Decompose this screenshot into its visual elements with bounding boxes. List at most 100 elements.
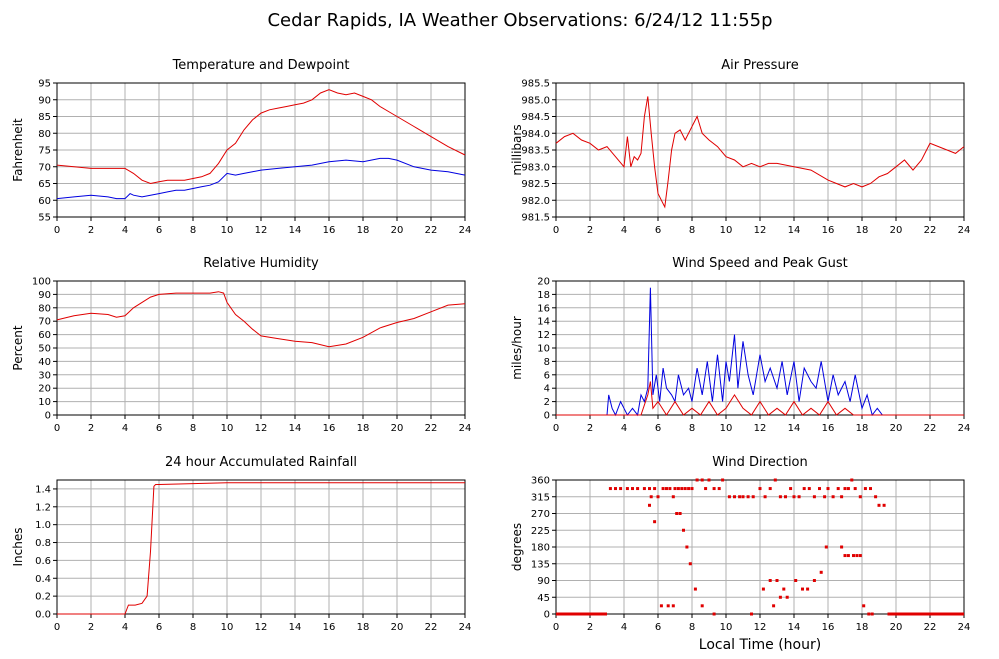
data-point — [750, 612, 753, 616]
data-point — [789, 487, 793, 491]
data-point — [778, 595, 782, 599]
data-point — [773, 478, 777, 482]
data-point — [855, 554, 859, 558]
series-line-red — [555, 96, 965, 209]
data-point — [807, 487, 811, 491]
y-tick-label: 100 — [32, 277, 51, 288]
y-tick-label: 95 — [38, 79, 51, 90]
x-tick-label: 24 — [958, 622, 971, 633]
x-tick-label: 0 — [553, 423, 559, 434]
y-tick-label: 80 — [38, 303, 51, 314]
x-tick-label: 14 — [289, 225, 302, 236]
y-tick-label: 90 — [38, 290, 51, 301]
x-tick-label: 8 — [190, 622, 196, 633]
data-point — [688, 562, 692, 566]
x-tick-label: 2 — [88, 622, 94, 633]
x-tick-label: 8 — [689, 622, 695, 633]
x-tick-label: 22 — [425, 423, 438, 434]
y-axis-label: Percent — [11, 325, 25, 370]
y-tick-label: 60 — [38, 196, 51, 207]
data-point — [665, 487, 668, 491]
y-tick-label: 0.8 — [35, 538, 51, 549]
x-tick-label: 18 — [856, 622, 869, 633]
data-point — [823, 495, 827, 499]
x-tick-label: 24 — [958, 225, 971, 236]
y-tick-label: 10 — [537, 344, 550, 355]
data-point — [850, 478, 854, 482]
data-point — [792, 495, 796, 499]
y-tick-label: 12 — [537, 330, 550, 341]
series-line-blue — [556, 287, 964, 417]
data-point — [846, 487, 850, 491]
data-point — [818, 487, 821, 491]
x-tick-label: 24 — [459, 423, 472, 434]
data-point — [785, 595, 789, 599]
page-title: Cedar Rapids, IA Weather Observations: 6… — [267, 10, 772, 31]
x-tick-label: 18 — [856, 423, 869, 434]
chart-title: Relative Humidity — [203, 256, 319, 271]
plot-frame — [56, 280, 466, 416]
x-tick-label: 10 — [221, 622, 234, 633]
y-tick-label: 14 — [537, 317, 550, 328]
x-tick-label: 0 — [553, 225, 559, 236]
y-tick-label: 6 — [544, 370, 550, 381]
data-point — [794, 579, 798, 582]
x-tick-label: 16 — [822, 423, 835, 434]
x-tick-label: 6 — [156, 225, 162, 236]
y-tick-label: 225 — [531, 526, 550, 537]
y-tick-label: 70 — [38, 317, 51, 328]
x-tick-label: 2 — [88, 225, 94, 236]
y-tick-label: 1.4 — [35, 484, 51, 495]
x-tick-label: 8 — [190, 225, 196, 236]
series-line-red — [56, 89, 466, 185]
y-tick-label: 135 — [531, 559, 550, 570]
x-tick-label: 6 — [655, 423, 661, 434]
y-tick-label: 1.2 — [35, 502, 51, 513]
data-point — [761, 587, 765, 591]
data-point — [797, 495, 801, 499]
y-tick-label: 18 — [537, 290, 550, 301]
data-point — [840, 495, 844, 499]
x-tick-label: 12 — [255, 423, 268, 434]
x-tick-label: 20 — [890, 423, 903, 434]
data-point — [712, 487, 716, 491]
data-point — [680, 487, 684, 491]
chart-title: Wind Speed and Peak Gust — [672, 256, 847, 271]
x-tick-label: 6 — [156, 622, 162, 633]
y-axis-label: miles/hour — [510, 316, 524, 380]
x-tick-label: 2 — [587, 423, 593, 434]
x-tick-label: 2 — [88, 423, 94, 434]
data-point — [712, 612, 716, 616]
x-tick-label: 4 — [621, 622, 627, 633]
data-point — [775, 579, 779, 582]
data-point — [695, 478, 699, 482]
data-point — [738, 495, 742, 499]
data-point — [741, 495, 745, 499]
x-tick-label: 16 — [323, 225, 336, 236]
y-tick-label: 65 — [38, 179, 51, 190]
x-tick-label: 2 — [587, 622, 593, 633]
chart-title: 24 hour Accumulated Rainfall — [165, 455, 357, 470]
x-tick-label: 24 — [958, 423, 971, 434]
x-tick-label: 14 — [788, 622, 801, 633]
x-tick-label: 4 — [122, 423, 128, 434]
y-axis-label: degrees — [510, 523, 524, 571]
y-tick-label: 90 — [537, 576, 550, 587]
x-tick-label: 4 — [122, 225, 128, 236]
data-point — [704, 487, 708, 491]
data-point — [659, 604, 663, 608]
y-tick-label: 0.6 — [35, 556, 51, 567]
data-point — [870, 612, 874, 616]
data-point — [843, 554, 847, 558]
x-tick-label: 20 — [890, 225, 903, 236]
x-tick-label: 6 — [655, 225, 661, 236]
y-tick-label: 0 — [544, 610, 550, 621]
y-tick-label: 982.0 — [521, 196, 550, 207]
series-line-red — [556, 381, 964, 416]
data-point — [836, 487, 840, 491]
y-tick-label: 45 — [537, 593, 550, 604]
data-point — [676, 487, 680, 491]
data-point — [700, 604, 704, 608]
